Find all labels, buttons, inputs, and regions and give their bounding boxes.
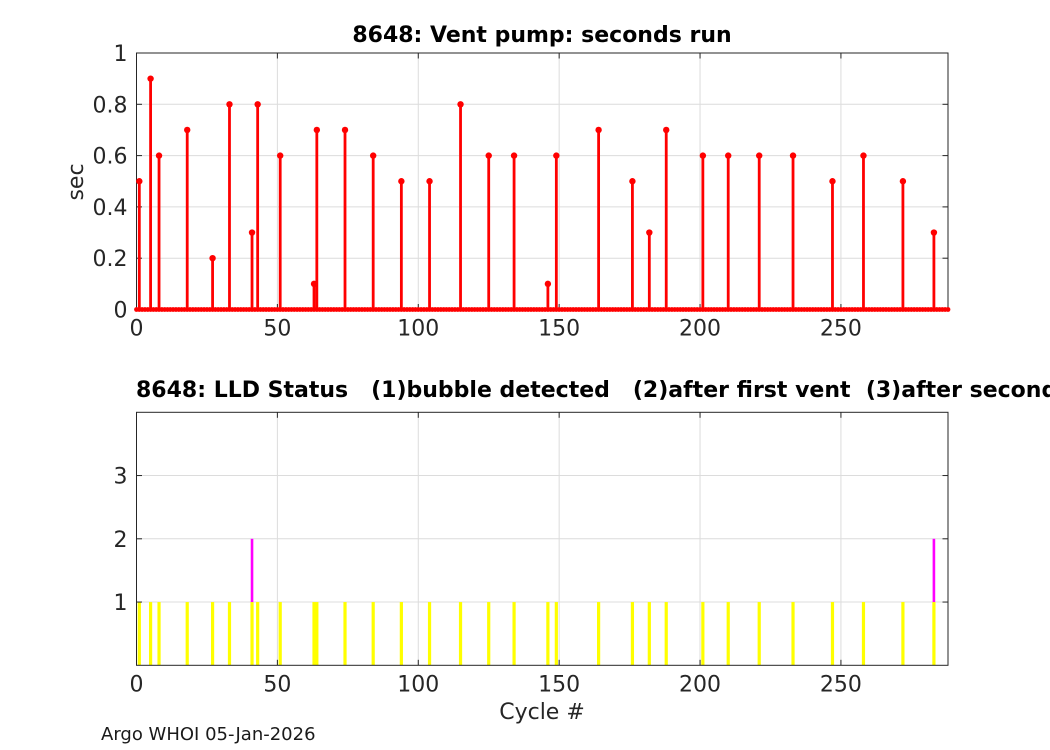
lld-y-tick-label: 1 xyxy=(114,591,128,616)
vent-y-tick-label: 0.4 xyxy=(93,196,128,221)
vent-x-tick-label: 100 xyxy=(397,317,439,342)
lld-y-tick-label: 3 xyxy=(114,465,128,490)
lld-y-tick-label: 2 xyxy=(114,528,128,553)
lld-x-tick-label: 100 xyxy=(397,672,439,697)
vent-y-tick-label: 0.2 xyxy=(93,247,128,272)
vent-pump-y-axis-label: sec xyxy=(64,163,89,201)
lld-x-tick-label: 0 xyxy=(130,672,144,697)
lld-x-tick-label: 250 xyxy=(820,672,862,697)
vent-x-tick-label: 250 xyxy=(820,317,862,342)
lld-status-chart-title: 8648: LLD Status (1)bubble detected (2)a… xyxy=(136,378,1050,403)
vent-x-tick-label: 50 xyxy=(263,317,291,342)
vent-y-tick-label: 0 xyxy=(114,299,128,324)
vent-x-tick-label: 200 xyxy=(679,317,721,342)
vent-y-tick-label: 1 xyxy=(114,42,128,67)
cycle-x-axis-label: Cycle # xyxy=(499,700,585,725)
figure-footer: Argo WHOI 05-Jan-2026 xyxy=(101,724,316,745)
vent-pump-chart-title: 8648: Vent pump: seconds run xyxy=(352,23,732,48)
lld-x-tick-label: 200 xyxy=(679,672,721,697)
vent-y-tick-label: 0.8 xyxy=(93,93,128,118)
lld-x-tick-label: 50 xyxy=(263,672,291,697)
vent-y-tick-label: 0.6 xyxy=(93,145,128,170)
vent-x-tick-label: 0 xyxy=(130,317,144,342)
vent-x-tick-label: 150 xyxy=(538,317,580,342)
lld-x-tick-label: 150 xyxy=(538,672,580,697)
